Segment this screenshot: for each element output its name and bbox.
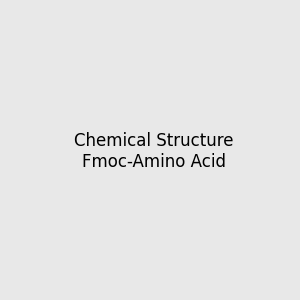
Text: Chemical Structure
Fmoc-Amino Acid: Chemical Structure Fmoc-Amino Acid xyxy=(74,132,233,171)
